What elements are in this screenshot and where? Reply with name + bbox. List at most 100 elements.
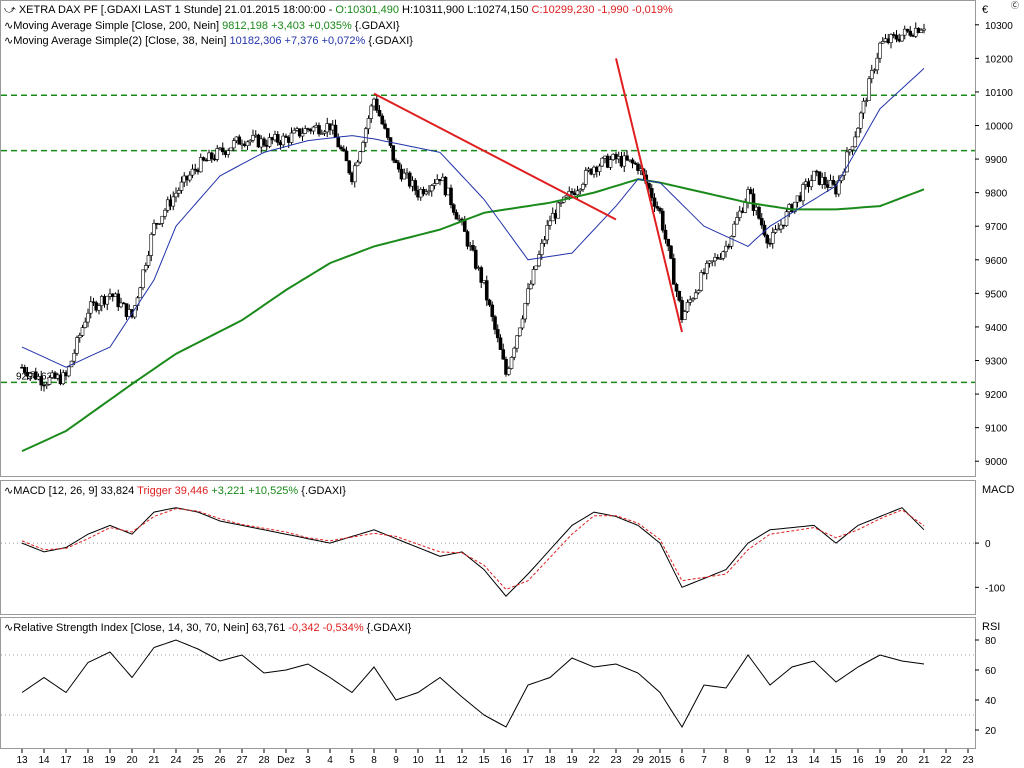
price-tick-label: 10100 <box>985 88 1013 99</box>
candle-up <box>435 179 440 184</box>
candle-up <box>424 191 429 195</box>
candle-up <box>578 188 583 192</box>
candle-down <box>465 231 470 247</box>
x-tick-label: 12 <box>764 755 776 766</box>
sma38-icon: ∿ <box>4 35 14 47</box>
candle-down <box>487 299 492 306</box>
header-high-low: H:10311,900 L:10274,150 <box>398 4 532 16</box>
candle-up <box>506 368 511 375</box>
price-tick-label: 9100 <box>985 424 1008 435</box>
x-tick-label: 17 <box>60 755 72 766</box>
rsi-legend: ∿Relative Strength Index [Close, 14, 30,… <box>4 621 411 634</box>
candle-down <box>658 207 662 212</box>
candle-up <box>531 269 536 285</box>
macd-panel-frame <box>0 480 976 615</box>
candle-down <box>443 176 448 196</box>
candle-up <box>66 366 71 377</box>
x-tick-label: 20 <box>896 755 908 766</box>
candle-up <box>526 288 530 304</box>
candle-down <box>490 304 495 317</box>
candle-down <box>748 189 753 195</box>
candle-up <box>850 146 855 151</box>
sma38-legend: ∿Moving Average Simple(2) [Close, 38, Ne… <box>4 34 413 47</box>
candle-down <box>671 258 676 285</box>
x-tick-label: 18 <box>82 755 94 766</box>
candle-down <box>391 145 396 161</box>
candle-up <box>105 295 110 305</box>
x-tick-label: 29 <box>632 755 644 766</box>
candle-up <box>735 217 739 225</box>
x-tick-label: 20 <box>126 755 138 766</box>
macd-legend: ∿MACD [12, 26, 9] 33,824 Trigger 39,446 … <box>4 484 346 497</box>
candle-up <box>303 128 308 134</box>
x-tick-label: 2015 <box>649 755 672 766</box>
candle-down <box>823 176 827 185</box>
candle-down <box>347 160 352 174</box>
x-tick-label: 19 <box>566 755 578 766</box>
candle-down <box>341 148 346 152</box>
candle-up <box>515 335 519 349</box>
candle-up <box>839 174 844 181</box>
rsi-icon: ∿ <box>4 622 14 634</box>
x-tick-label: 16 <box>852 755 864 766</box>
candle-up <box>520 318 525 329</box>
candle-down <box>377 110 382 117</box>
candle-up <box>875 57 880 71</box>
candle-down <box>495 329 500 339</box>
candle-up <box>724 245 728 253</box>
candle-down <box>894 34 899 40</box>
candle-up <box>366 118 371 130</box>
candle-down <box>905 28 910 32</box>
candle-down <box>284 135 288 138</box>
x-tick-label: 8 <box>723 755 729 766</box>
candle-up <box>556 202 561 219</box>
candle-down <box>768 242 772 245</box>
candle-down <box>317 125 321 135</box>
macd-suffix: {.GDAXI} <box>298 485 346 497</box>
candle-down <box>339 146 343 150</box>
candle-up <box>699 272 704 291</box>
macd-axis-title: MACD <box>982 484 1015 496</box>
candle-up <box>693 292 698 299</box>
candle-up <box>163 209 167 217</box>
candle-down <box>385 128 390 138</box>
candle-up <box>77 335 82 338</box>
x-tick-label: 21 <box>918 755 930 766</box>
candle-up <box>517 327 522 337</box>
x-tick-label: 15 <box>478 755 490 766</box>
candle-down <box>39 376 44 386</box>
candle-up <box>289 132 294 143</box>
candle-down <box>504 358 508 375</box>
candle-up <box>564 195 569 198</box>
candle-up <box>176 190 181 194</box>
x-tick-label: 22 <box>588 755 600 766</box>
candle-up <box>358 151 363 163</box>
macd-trigger-line <box>21 508 925 591</box>
candle-down <box>652 197 657 207</box>
currency-label: € <box>982 4 989 16</box>
candle-down <box>493 316 497 330</box>
candle-down <box>262 138 266 146</box>
rsi-prefix: Relative Strength Index [Close, 14, 30, … <box>13 622 289 634</box>
candle-up <box>685 302 690 312</box>
candle-up <box>721 251 726 259</box>
macd-tick-label: -100 <box>985 583 1005 594</box>
candle-up <box>319 133 324 135</box>
axes: 9000910092009300940095009600970098009900… <box>16 21 1013 766</box>
candle-up <box>542 239 547 244</box>
candle-up <box>72 352 77 362</box>
candle-down <box>116 293 121 308</box>
candle-up <box>600 157 605 167</box>
x-tick-label: Dez <box>277 755 295 766</box>
candle-down <box>479 267 484 283</box>
macd-prefix: MACD [12, 26, 9] 33,824 <box>13 485 138 497</box>
x-tick-label: 14 <box>808 755 820 766</box>
candle-up <box>427 190 431 193</box>
candle-up <box>853 136 858 148</box>
candle-up <box>363 128 368 143</box>
trendline <box>615 58 683 333</box>
candle-up <box>171 196 176 207</box>
sma200-legend: ∿Moving Average Simple [Close, 200, Nein… <box>4 19 400 32</box>
candle-up <box>322 131 327 134</box>
candle-up <box>190 168 195 176</box>
